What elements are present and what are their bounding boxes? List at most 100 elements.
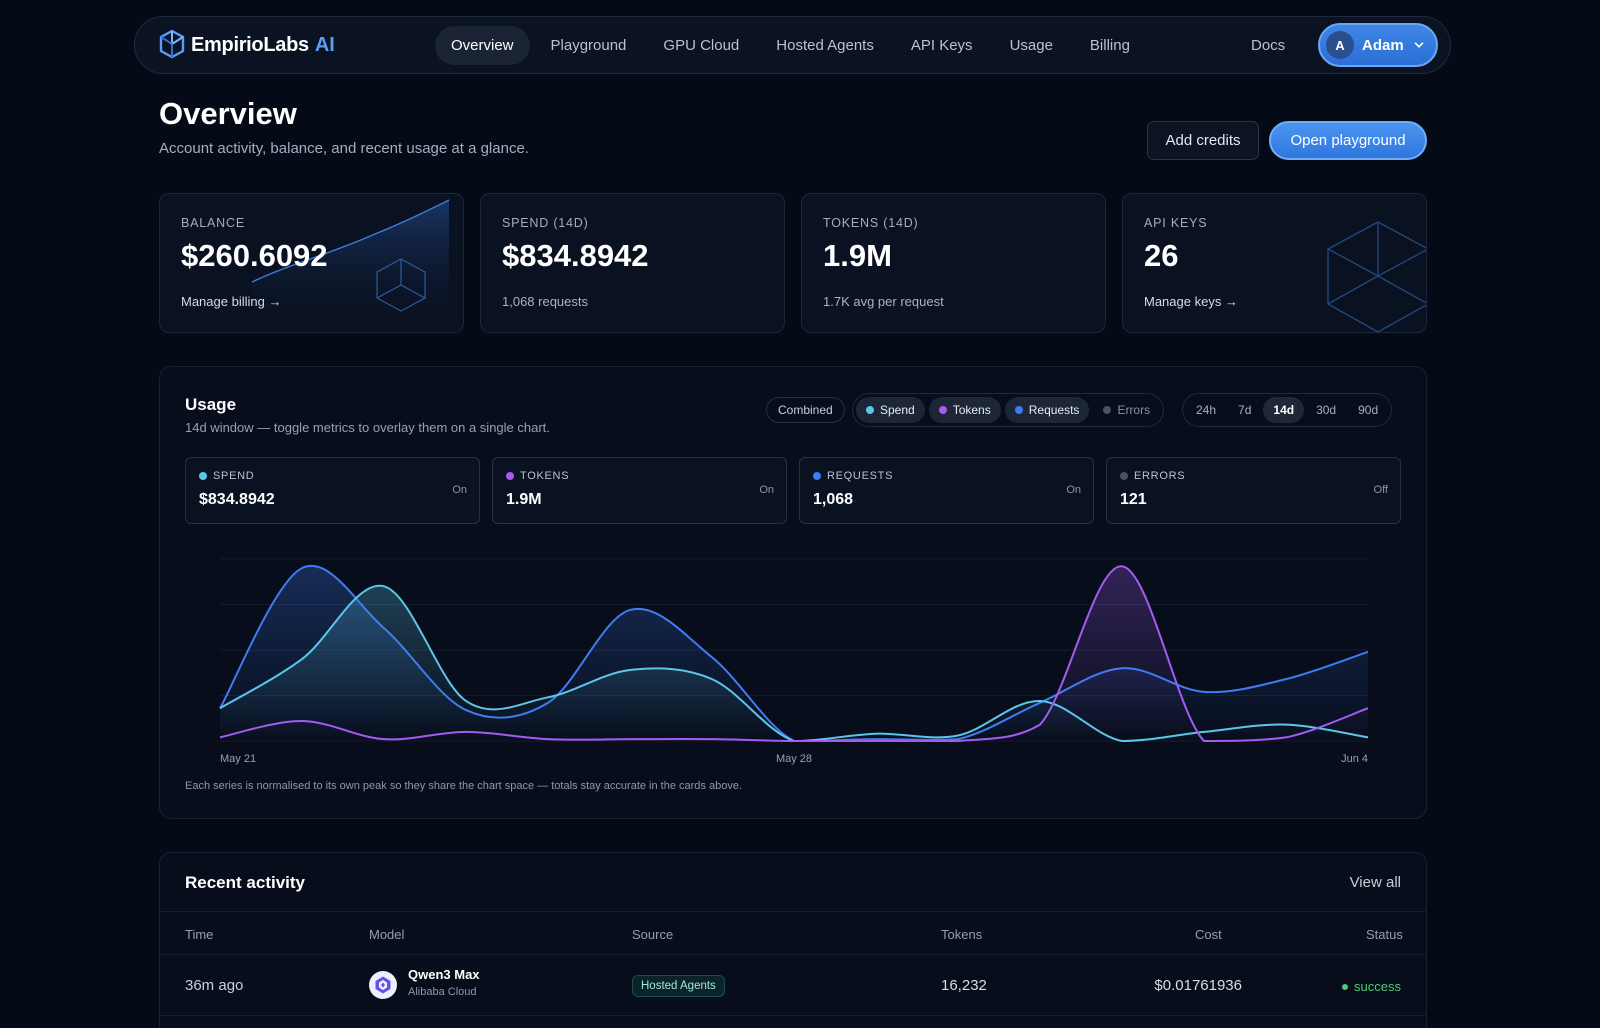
series-line-tokens: [219, 565, 1369, 743]
recent-title: Recent activity: [185, 873, 305, 892]
cube-icon: [376, 258, 426, 312]
nav-links: Overview Playground GPU Cloud Hosted Age…: [435, 26, 1151, 65]
usage-chart: May 21 May 28 Jun 4: [219, 558, 1369, 765]
metric-card-value: $834.8942: [199, 491, 275, 508]
open-playground-button[interactable]: Open playground: [1269, 121, 1427, 160]
metric-card-tokens[interactable]: TOKENS 1.9M On: [492, 457, 787, 524]
stat-label: SPEND (14D): [502, 216, 589, 230]
metric-card-value: 1,068: [813, 491, 854, 508]
view-all-link[interactable]: View all: [1349, 874, 1401, 891]
metric-toggle-group: Spend Tokens Requests Errors: [852, 393, 1165, 427]
metric-label: Errors: [1117, 403, 1151, 417]
range-30d[interactable]: 30d: [1316, 403, 1337, 417]
usage-panel: Usage 14d window — toggle metrics to ove…: [159, 366, 1427, 819]
metric-card-label: SPEND: [213, 470, 255, 482]
metric-toggle-errors[interactable]: Errors: [1093, 397, 1160, 423]
top-nav: EmpirioLabs AI Overview Playground GPU C…: [134, 16, 1451, 74]
stat-value: 1.9M: [823, 238, 892, 273]
range-selector: 24h 7d 14d 30d 90d: [1182, 393, 1393, 427]
metric-label: Tokens: [952, 403, 991, 417]
stat-foot: 1,068 requests: [502, 294, 589, 309]
user-menu-button[interactable]: A Adam: [1318, 23, 1438, 67]
metric-card-state: On: [1066, 484, 1081, 496]
nav-api-keys[interactable]: API Keys: [910, 37, 973, 54]
usage-subtitle: 14d window — toggle metrics to overlay t…: [185, 420, 550, 435]
range-90d[interactable]: 90d: [1358, 403, 1379, 417]
add-credits-button[interactable]: Add credits: [1147, 121, 1259, 160]
nav-playground[interactable]: Playground: [550, 37, 627, 54]
series-line-requests: [219, 565, 1369, 743]
column-header-time: Time: [185, 927, 214, 942]
metric-card-state: On: [759, 484, 774, 496]
requests-dot-icon: [1014, 406, 1023, 414]
column-header-status: Status: [1366, 927, 1403, 942]
user-name: Adam: [1362, 36, 1404, 54]
metric-toggle-tokens[interactable]: Tokens: [928, 397, 1001, 423]
avatar: A: [1326, 31, 1354, 59]
column-header-tokens: Tokens: [941, 927, 983, 942]
row-time: 36m ago: [185, 977, 244, 994]
nav-overview[interactable]: Overview: [435, 26, 530, 65]
divider: [160, 954, 1426, 955]
hexagon-graphic: [1327, 221, 1426, 332]
metric-toggle-requests[interactable]: Requests: [1004, 397, 1090, 423]
stat-value: $834.8942: [502, 238, 649, 273]
metric-toggle-spend[interactable]: Spend: [856, 397, 925, 423]
metric-card-state: On: [452, 484, 467, 496]
stat-label: TOKENS (14D): [823, 216, 919, 230]
manage-billing-link[interactable]: Manage billing →: [181, 294, 282, 309]
metric-card-requests[interactable]: REQUESTS 1,068 On: [799, 457, 1094, 524]
stat-label: BALANCE: [181, 216, 245, 230]
metric-card-spend[interactable]: SPEND $834.8942 On: [185, 457, 480, 524]
nav-docs[interactable]: Docs: [1251, 37, 1286, 54]
stat-card-api-keys: API KEYS 26 Manage keys →: [1122, 193, 1427, 333]
stat-card-tokens: TOKENS (14D) 1.9M 1.7K avg per request: [801, 193, 1106, 333]
status-dot-icon: [1342, 983, 1349, 990]
chart-note: Each series is normalised to its own pea…: [185, 780, 743, 792]
metric-card-errors[interactable]: ERRORS 121 Off: [1106, 457, 1401, 524]
metric-card-value: 121: [1120, 491, 1147, 508]
x-tick-label: May 28: [776, 753, 812, 765]
stat-card-balance: BALANCE $260.6092 Manage billing →: [159, 193, 464, 333]
chevron-down-icon: [1414, 42, 1423, 48]
row-model-provider: Alibaba Cloud: [408, 986, 477, 998]
divider: [160, 911, 1426, 912]
metric-label: Spend: [880, 403, 915, 417]
nav-hosted-agents[interactable]: Hosted Agents: [776, 37, 874, 54]
stat-value: 26: [1144, 238, 1179, 273]
nav-billing[interactable]: Billing: [1089, 37, 1130, 54]
chart-areas: [220, 565, 1368, 741]
tokens-dot-icon: [506, 472, 514, 480]
x-tick-label: May 21: [220, 753, 256, 765]
tokens-dot-icon: [938, 406, 947, 414]
stat-foot: 1.7K avg per request: [823, 294, 944, 309]
range-14d[interactable]: 14d: [1263, 397, 1305, 423]
range-7d[interactable]: 7d: [1238, 403, 1252, 417]
status-text: success: [1354, 979, 1401, 994]
manage-keys-link[interactable]: Manage keys →: [1144, 294, 1238, 309]
cube-outline-icon: [1327, 221, 1426, 332]
brand[interactable]: EmpirioLabs AI: [159, 29, 335, 61]
qwen-model-icon: [369, 971, 397, 999]
column-header-source: Source: [632, 927, 674, 942]
brand-name: EmpirioLabs: [191, 33, 309, 56]
requests-dot-icon: [813, 472, 821, 480]
stat-card-spend: SPEND (14D) $834.8942 1,068 requests: [480, 193, 785, 333]
series-line-spend: [219, 584, 1369, 743]
column-header-cost: Cost: [1195, 927, 1222, 942]
range-24h[interactable]: 24h: [1196, 403, 1217, 417]
metric-card-value: 1.9M: [506, 491, 542, 508]
nav-usage[interactable]: Usage: [1009, 37, 1053, 54]
series-area-tokens: [220, 566, 1368, 741]
metric-card-state: Off: [1373, 484, 1388, 496]
divider: [160, 1015, 1426, 1016]
status-badge: success: [1342, 979, 1401, 994]
metric-card-label: TOKENS: [520, 470, 570, 482]
stat-value: $260.6092: [181, 238, 328, 273]
combined-toggle[interactable]: Combined: [766, 397, 845, 423]
page-title: Overview: [159, 96, 297, 131]
page-subtitle: Account activity, balance, and recent us…: [159, 140, 529, 157]
metric-card-label: ERRORS: [1134, 470, 1186, 482]
nav-gpu-cloud[interactable]: GPU Cloud: [663, 37, 740, 54]
x-tick-label: Jun 4: [1341, 753, 1368, 765]
